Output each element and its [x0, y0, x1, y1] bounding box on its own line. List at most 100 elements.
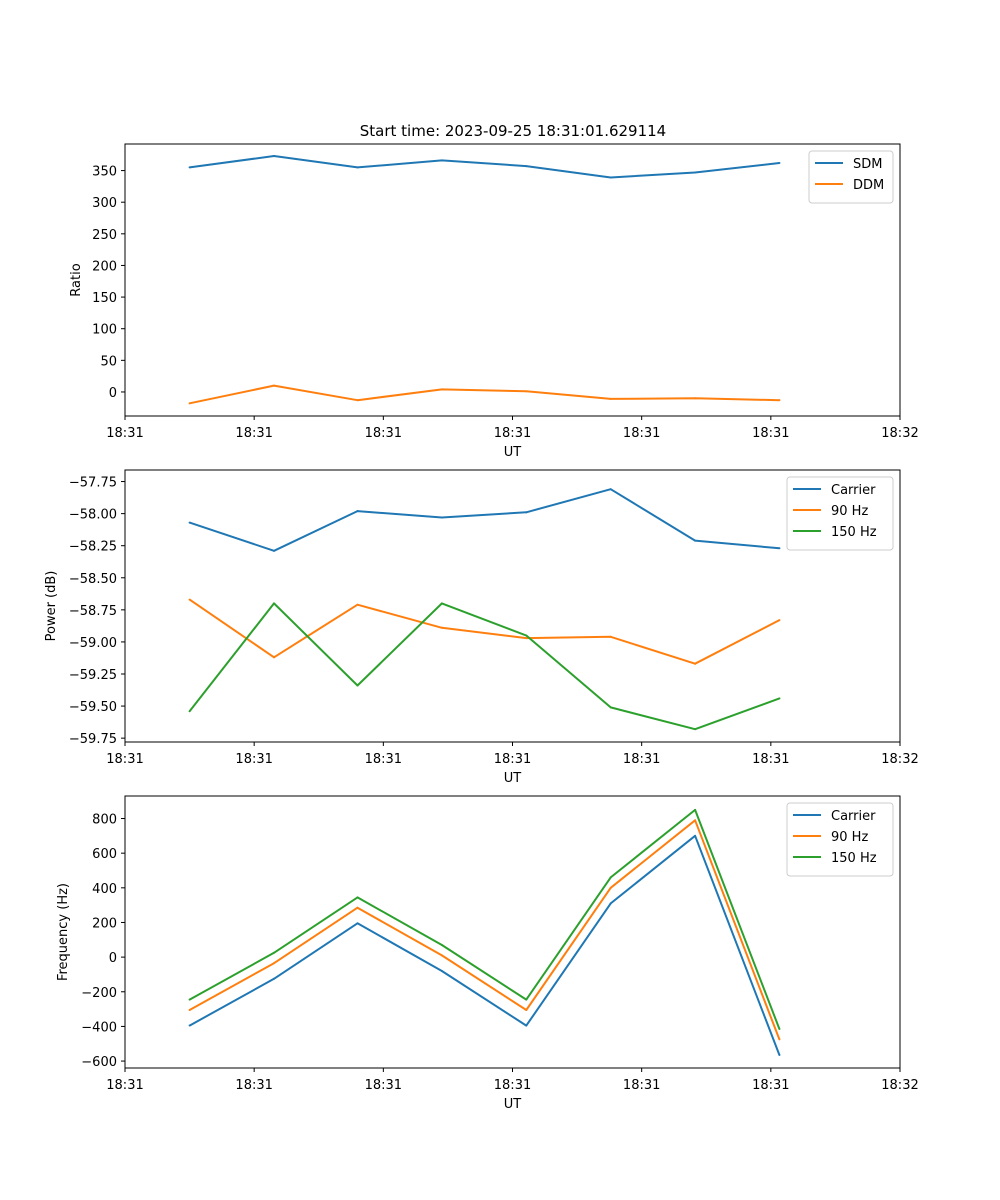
- 150-hz-point: [356, 896, 359, 899]
- carrier-point: [188, 521, 191, 524]
- sdm-point: [525, 165, 528, 168]
- carrier-point: [609, 488, 612, 491]
- x-tick-label: 18:31: [235, 1078, 272, 1093]
- ddm-point: [694, 397, 697, 400]
- x-tick-label: 18:31: [752, 426, 789, 441]
- x-tick-label: 18:31: [752, 752, 789, 767]
- legend: Carrier 90 Hz 150 Hz: [786, 476, 894, 551]
- 90-hz-point: [272, 656, 275, 659]
- 90-hz-point: [778, 619, 781, 622]
- y-tick-label: 250: [92, 228, 117, 243]
- carrier-point: [694, 539, 697, 542]
- sdm-point: [778, 161, 781, 164]
- y-tick-label: 200: [92, 259, 117, 274]
- y-axis-label: Ratio: [69, 263, 84, 296]
- x-tick-label: 18:31: [106, 1078, 143, 1093]
- x-tick-label: 18:31: [235, 752, 272, 767]
- carrier-point: [272, 977, 275, 980]
- carrier-point: [694, 834, 697, 837]
- y-tick-label: −58.00: [69, 508, 117, 523]
- x-tick-label: 18:31: [494, 752, 531, 767]
- 150-hz-point: [525, 634, 528, 637]
- 90-hz-point: [609, 635, 612, 638]
- carrier-point: [440, 516, 443, 519]
- x-tick-label: 18:32: [881, 1078, 918, 1093]
- 90-hz-point: [188, 598, 191, 601]
- x-tick-label: 18:31: [752, 1078, 789, 1093]
- ddm-point: [272, 384, 275, 387]
- 90-hz-point: [440, 954, 443, 957]
- 90-hz-point: [188, 1008, 191, 1011]
- x-tick-label: 18:31: [623, 752, 660, 767]
- x-axis-label: UT: [504, 1097, 522, 1112]
- 150-hz-point: [609, 706, 612, 709]
- legend-label-150-hz: 150 Hz: [831, 851, 877, 866]
- carrier-point: [356, 510, 359, 513]
- y-tick-label: −59.75: [69, 732, 117, 747]
- y-tick-label: 600: [92, 847, 117, 862]
- x-tick-label: 18:31: [494, 426, 531, 441]
- y-tick-label: −58.75: [69, 604, 117, 619]
- y-tick-label: 0: [109, 386, 117, 401]
- carrier-point: [356, 922, 359, 925]
- x-tick-label: 18:32: [881, 426, 918, 441]
- 150-hz-point: [440, 602, 443, 605]
- y-tick-label: −58.50: [69, 572, 117, 587]
- sdm-point: [356, 166, 359, 169]
- carrier-point: [440, 969, 443, 972]
- figure-title: Start time: 2023-09-25 18:31:01.629114: [360, 122, 666, 140]
- ratio-panel: 18:31 18:31 18:31 18:31 18:31 18:31 18:32 UT 0 50…: [69, 143, 919, 460]
- ratio-plot-area: [124, 143, 901, 417]
- sdm-point: [694, 171, 697, 174]
- y-tick-label: −400: [81, 1020, 117, 1035]
- frequency-panel: 18:31 18:31 18:31 18:31 18:31 18:31 18:32 UT −60…: [56, 795, 919, 1112]
- sdm-point: [272, 155, 275, 158]
- y-tick-label: −58.25: [69, 540, 117, 555]
- y-tick-label: 150: [92, 291, 117, 306]
- legend-label-carrier: Carrier: [831, 483, 876, 498]
- y-tick-label: −57.75: [69, 476, 117, 491]
- carrier-series-line: [189, 488, 780, 552]
- 90-hz-point: [440, 626, 443, 629]
- x-tick-label: 18:31: [623, 1078, 660, 1093]
- legend-label-carrier: Carrier: [831, 809, 876, 824]
- y-axis-label: Frequency (Hz): [56, 883, 71, 981]
- 90-hz-point: [694, 662, 697, 665]
- 90-hz-point: [778, 1038, 781, 1041]
- x-tick-label: 18:31: [106, 426, 143, 441]
- y-axis-label: Power (dB): [44, 571, 59, 642]
- legend-label-90-hz: 90 Hz: [831, 830, 868, 845]
- 150-hz-point: [272, 951, 275, 954]
- carrier-series-line: [189, 834, 781, 1056]
- legend: Carrier 90 Hz 150 Hz: [786, 802, 894, 877]
- 150-hz-point: [609, 876, 612, 879]
- carrier-point: [609, 902, 612, 905]
- ddm-series-line: [189, 384, 780, 405]
- y-tick-label: 400: [92, 882, 117, 897]
- y-tick-label: 200: [92, 916, 117, 931]
- ddm-point: [525, 390, 528, 393]
- 90-hz-point: [356, 603, 359, 606]
- legend-label-150-hz: 150 Hz: [831, 525, 877, 540]
- y-tick-label: 0: [109, 951, 117, 966]
- y-tick-label: −600: [81, 1055, 117, 1070]
- x-tick-label: 18:32: [881, 752, 918, 767]
- sdm-point: [188, 166, 191, 169]
- carrier-point: [525, 1024, 528, 1027]
- frequency-plot-area: [124, 795, 901, 1069]
- 150-hz-point: [778, 697, 781, 700]
- y-tick-label: 300: [92, 196, 117, 211]
- legend: SDM DDM: [808, 150, 894, 204]
- 90-hz-point: [356, 906, 359, 909]
- x-tick-label: 18:31: [623, 426, 660, 441]
- 150-hz-point: [694, 808, 697, 811]
- ddm-point: [188, 402, 191, 405]
- 150-hz-point: [694, 728, 697, 731]
- y-tick-label: −59.50: [69, 700, 117, 715]
- 150-hz-point: [188, 710, 191, 713]
- ddm-point: [609, 397, 612, 400]
- x-tick-label: 18:31: [106, 752, 143, 767]
- 90-hz-point: [525, 1008, 528, 1011]
- 150-hz-point: [778, 1028, 781, 1031]
- power-panel: 18:31 18:31 18:31 18:31 18:31 18:31 18:32 UT −59…: [44, 469, 919, 786]
